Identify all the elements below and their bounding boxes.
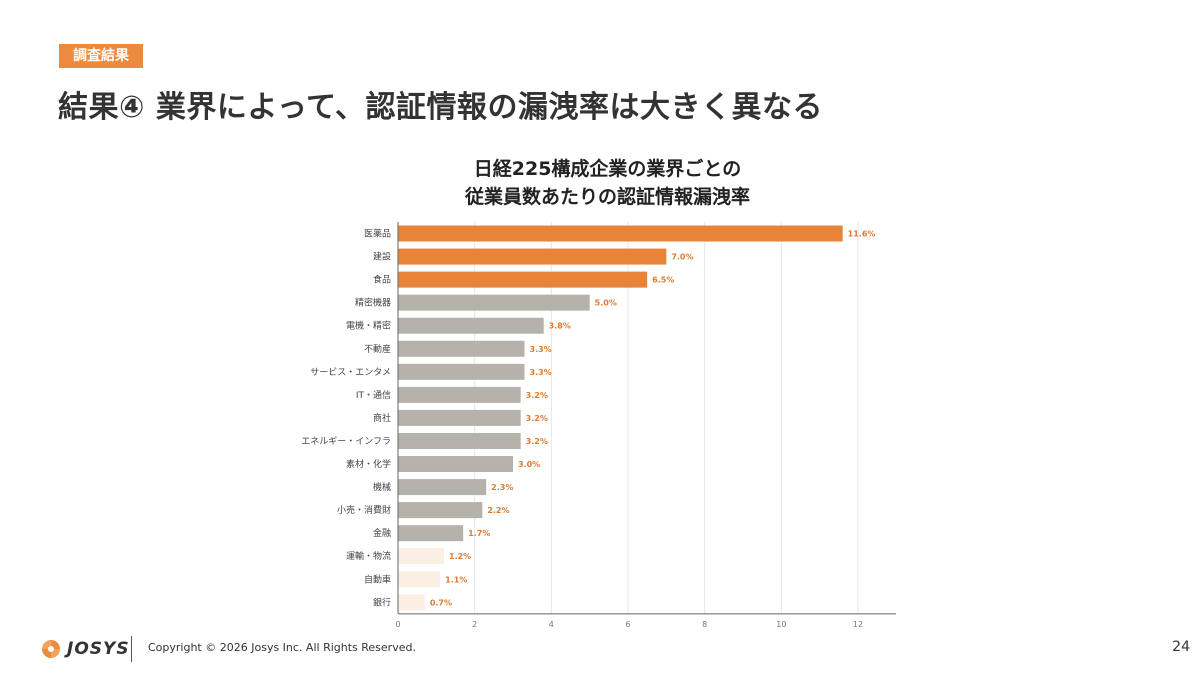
copyright-text: Copyright © 2026 Josys Inc. All Rights R…: [148, 641, 416, 654]
category-label: 小売・消費財: [337, 504, 391, 516]
slide-title: 結果④ 業界によって、認証情報の漏洩率は大きく異なる: [58, 90, 823, 125]
chart-title-line-1: 日経225構成企業の業界ごとの: [473, 158, 742, 180]
category-label: 医薬品: [364, 228, 391, 240]
bar: [398, 248, 667, 265]
x-tick-label: 6: [625, 620, 630, 629]
bar: [398, 386, 521, 403]
bar: [398, 294, 590, 311]
category-label: エネルギー・インフラ: [301, 436, 391, 447]
category-label: 食品: [373, 274, 391, 286]
josys-logo-icon: [42, 640, 60, 658]
bar: [398, 594, 425, 611]
data-label: 7.0%: [671, 253, 693, 262]
data-label: 3.0%: [518, 460, 540, 469]
category-label: 機械: [373, 481, 391, 493]
chart-title-line-2: 従業員数あたりの認証情報漏洩率: [464, 186, 750, 208]
bar: [398, 409, 521, 426]
data-label: 1.1%: [445, 575, 467, 584]
bar: [398, 340, 525, 357]
bar: [398, 271, 648, 288]
category-label: 銀行: [373, 596, 391, 608]
category-label: 不動産: [364, 343, 391, 355]
category-label: 金融: [373, 527, 391, 539]
bar: [398, 479, 487, 496]
data-label: 11.6%: [848, 230, 876, 239]
bar: [398, 525, 464, 542]
x-tick-label: 12: [853, 620, 863, 629]
data-label: 5.0%: [595, 299, 617, 308]
x-tick-label: 10: [776, 620, 786, 629]
bar: [398, 432, 521, 449]
footer-divider: [131, 636, 132, 662]
category-label: 自動車: [364, 573, 391, 585]
data-label: 3.8%: [549, 322, 571, 331]
category-label: 運輸・物流: [346, 550, 391, 562]
bar: [398, 456, 513, 473]
data-label: 1.7%: [468, 529, 490, 538]
data-label: 1.2%: [449, 552, 471, 561]
data-label: 0.7%: [430, 598, 452, 607]
category-label: 精密機器: [355, 297, 391, 309]
bar: [398, 502, 483, 519]
page-number: 24: [1172, 639, 1190, 655]
category-label: 電機・精密: [346, 320, 391, 332]
logo-text: JOSYS: [67, 639, 130, 659]
x-tick-label: 8: [702, 620, 707, 629]
section-tag: 調査結果: [59, 44, 143, 68]
category-label: IT・通信: [356, 389, 391, 401]
bar: [398, 548, 444, 565]
category-label: 素材・化学: [346, 458, 391, 470]
category-label: 商社: [373, 412, 391, 424]
data-label: 2.3%: [491, 483, 513, 492]
data-label: 6.5%: [652, 276, 674, 285]
bar: [398, 363, 525, 380]
category-label: サービス・エンタメ: [310, 367, 391, 378]
data-label: 3.3%: [530, 345, 552, 354]
bar: [398, 317, 544, 334]
data-label: 3.3%: [530, 368, 552, 377]
x-tick-label: 2: [472, 620, 477, 629]
data-label: 3.2%: [526, 437, 548, 446]
category-label: 建設: [373, 251, 391, 263]
data-label: 2.2%: [487, 506, 509, 515]
x-tick-label: 4: [549, 620, 554, 629]
x-tick-label: 0: [395, 620, 400, 629]
bar: [398, 571, 441, 588]
bar: [398, 225, 843, 242]
data-label: 3.2%: [526, 414, 548, 423]
data-label: 3.2%: [526, 391, 548, 400]
company-logo: JOSYS: [40, 637, 130, 661]
